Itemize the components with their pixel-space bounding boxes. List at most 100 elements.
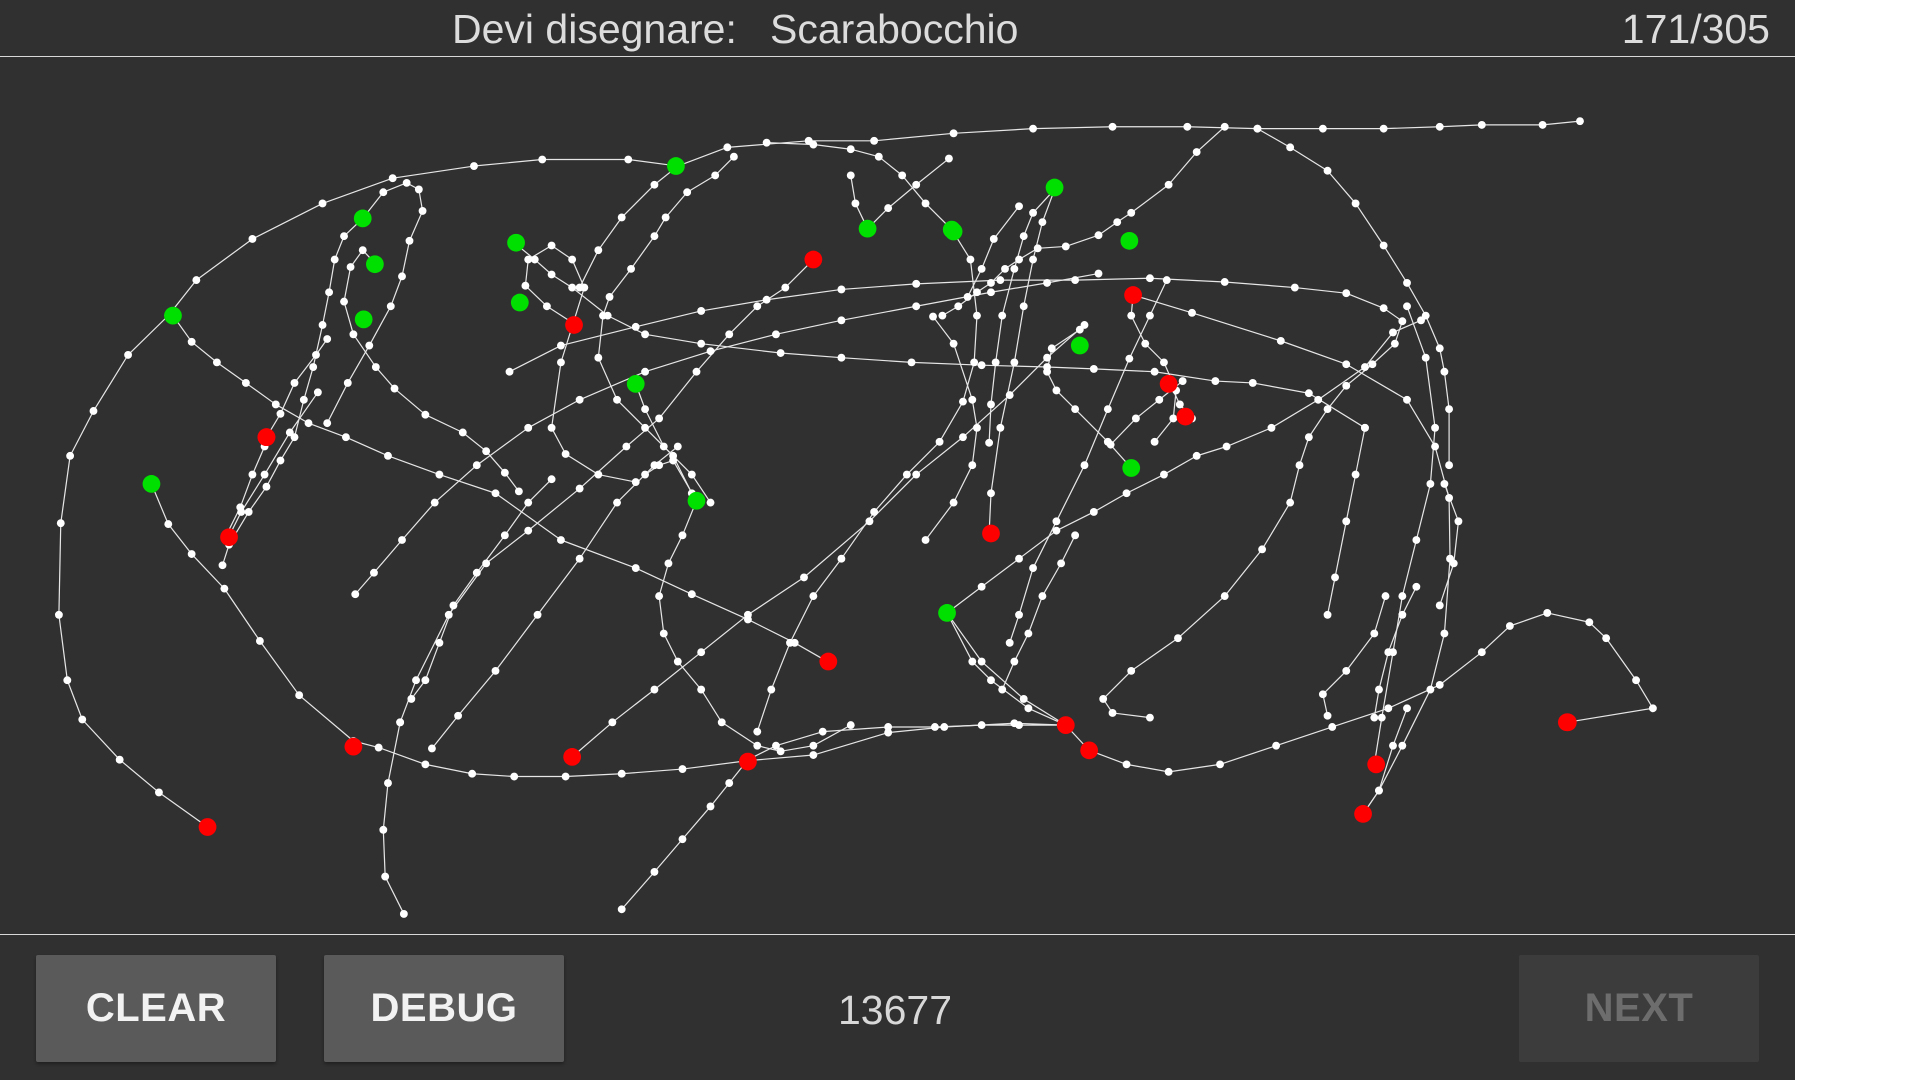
next-button[interactable]: NEXT: [1519, 955, 1759, 1062]
sample-point: [1145, 274, 1154, 283]
sample-point: [1375, 685, 1383, 694]
sample-point: [991, 358, 1000, 367]
sample-point: [884, 723, 893, 731]
stroke-line: [1256, 128, 1450, 466]
stroke-line: [946, 612, 1067, 726]
sample-point: [1342, 381, 1351, 390]
sample-point: [521, 281, 530, 290]
drawing-canvas[interactable]: [0, 58, 1795, 934]
sample-point: [613, 395, 621, 404]
sample-point: [1286, 498, 1295, 507]
sample-point: [482, 559, 491, 568]
sample-point: [678, 765, 687, 773]
sample-point: [407, 695, 416, 703]
sample-point: [998, 311, 1007, 320]
sample-point: [1155, 395, 1164, 404]
sample-point: [1052, 526, 1061, 535]
sample-point: [388, 174, 397, 183]
sample-point: [500, 468, 509, 477]
clear-button[interactable]: CLEAR: [36, 955, 276, 1062]
sample-point: [1038, 592, 1047, 601]
sample-point: [907, 358, 916, 367]
sample-point: [800, 573, 808, 582]
sample-point: [1010, 657, 1019, 666]
sample-point: [1403, 395, 1411, 404]
stroke-line: [941, 126, 1226, 317]
sample-point: [650, 180, 659, 189]
sample-point: [1192, 451, 1201, 460]
stroke-end-dot: [739, 752, 757, 771]
stroke-start-dot: [1070, 336, 1089, 355]
sample-point: [912, 180, 921, 189]
sample-point: [1323, 166, 1332, 175]
sample-point: [1379, 304, 1388, 313]
stroke-end-dot: [344, 737, 363, 756]
stroke-line: [644, 459, 698, 502]
stroke-lines: [58, 120, 1654, 915]
sample-point: [444, 610, 453, 619]
sample-point: [605, 293, 614, 301]
stroke-line: [766, 142, 955, 233]
sample-point: [776, 747, 785, 756]
stroke-end-dot: [565, 316, 583, 334]
sample-point: [343, 379, 352, 387]
sample-point: [398, 272, 406, 281]
sample-point: [430, 498, 439, 507]
sample-point: [697, 307, 706, 315]
stroke-start-dot: [1045, 178, 1064, 197]
stroke-start-dot: [354, 310, 373, 329]
sample-point: [435, 638, 444, 647]
sample-point: [414, 185, 423, 194]
stroke-line: [343, 249, 520, 492]
sample-point: [998, 685, 1007, 694]
sample-point: [1426, 479, 1435, 488]
sample-point: [1127, 208, 1136, 217]
sample-point: [1648, 704, 1657, 713]
sample-point: [1398, 741, 1407, 750]
sample-point: [1216, 760, 1224, 769]
debug-button[interactable]: DEBUG: [324, 955, 564, 1062]
sample-point: [973, 311, 981, 320]
sample-point: [313, 388, 322, 397]
sample-point: [341, 433, 350, 442]
sample-point: [884, 728, 893, 737]
sample-point: [1398, 592, 1407, 601]
sample-point: [1024, 704, 1033, 713]
sample-point: [1038, 218, 1047, 227]
sample-point: [212, 358, 221, 367]
stroke-end-dot: [1176, 407, 1195, 426]
sample-point: [1211, 377, 1220, 385]
sample-point: [1164, 180, 1173, 189]
sample-point: [617, 213, 626, 222]
sample-point: [63, 676, 72, 685]
sample-point: [1052, 517, 1061, 526]
app-screen: Devi disegnare: Scarabocchio 171/305 CLE…: [0, 0, 1795, 1080]
sample-point: [687, 470, 696, 479]
sample-point: [1015, 721, 1023, 730]
sample-point: [78, 715, 87, 724]
sample-point: [1089, 364, 1098, 373]
stroke-start-dot: [1120, 231, 1139, 250]
sample-point: [697, 339, 706, 348]
sample-point: [996, 423, 1005, 432]
sample-point: [846, 145, 855, 154]
stroke-line: [756, 229, 978, 733]
sample-point: [538, 155, 547, 164]
sample-point: [561, 772, 570, 781]
sample-point: [568, 255, 577, 264]
sample-point: [767, 685, 776, 694]
sample-point: [1141, 339, 1150, 348]
stroke-start-dot: [510, 293, 529, 312]
sample-point: [1010, 264, 1019, 273]
sample-point: [673, 442, 682, 451]
stroke-start-dot: [164, 306, 182, 325]
sample-point: [1323, 610, 1332, 619]
header-bar: Devi disegnare: Scarabocchio 171/305: [0, 0, 1795, 57]
sample-point: [561, 450, 570, 458]
sample-point: [244, 508, 253, 516]
sample-point: [594, 353, 603, 362]
sample-point: [809, 592, 818, 601]
sample-point: [1089, 508, 1098, 516]
sample-point: [1421, 353, 1430, 362]
sample-point: [1585, 618, 1594, 627]
